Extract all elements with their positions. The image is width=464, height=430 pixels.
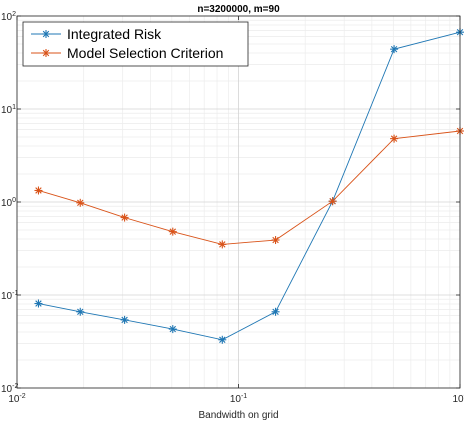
series-point bbox=[120, 315, 129, 324]
legend: Integrated Risk Model Selection Criterion bbox=[22, 21, 249, 67]
grid-layer bbox=[16, 15, 461, 389]
chart-title: n=3200000, m=90 bbox=[197, 4, 280, 15]
series-point bbox=[390, 134, 399, 143]
y-tick-label: 10-2 bbox=[1, 383, 18, 395]
y-tick-label: 10-1 bbox=[1, 290, 18, 302]
series-point bbox=[34, 299, 43, 308]
legend-item: Model Selection Criterion bbox=[31, 45, 223, 61]
series-point bbox=[76, 198, 85, 207]
legend-label: Model Selection Criterion bbox=[67, 45, 223, 61]
x-axis-label: Bandwidth on grid bbox=[198, 410, 278, 421]
x-tick-label: 100 bbox=[452, 393, 464, 405]
series-point bbox=[271, 236, 280, 245]
y-tick-label: 100 bbox=[1, 197, 16, 209]
legend-item: Integrated Risk bbox=[31, 26, 162, 42]
legend-marker bbox=[42, 30, 50, 38]
series-point bbox=[271, 307, 280, 316]
x-tick-label: 10-1 bbox=[230, 393, 247, 405]
series-layer bbox=[34, 28, 464, 344]
y-tick-label: 101 bbox=[1, 104, 16, 116]
series-point bbox=[328, 197, 337, 206]
legend-label: Integrated Risk bbox=[67, 26, 162, 42]
series-point bbox=[390, 45, 399, 54]
series-point bbox=[120, 213, 129, 222]
series-point bbox=[168, 227, 177, 236]
x-tick-label: 10-2 bbox=[8, 393, 25, 405]
legend-box bbox=[22, 21, 249, 67]
series-point bbox=[218, 240, 227, 249]
series-point bbox=[218, 335, 227, 344]
series-point bbox=[168, 325, 177, 334]
legend-marker bbox=[42, 49, 50, 57]
series-point bbox=[34, 186, 43, 195]
series-point bbox=[76, 307, 85, 316]
y-tick-label: 102 bbox=[1, 11, 16, 23]
